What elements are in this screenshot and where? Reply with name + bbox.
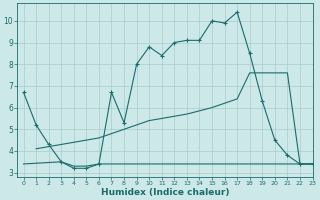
X-axis label: Humidex (Indice chaleur): Humidex (Indice chaleur) bbox=[101, 188, 229, 197]
